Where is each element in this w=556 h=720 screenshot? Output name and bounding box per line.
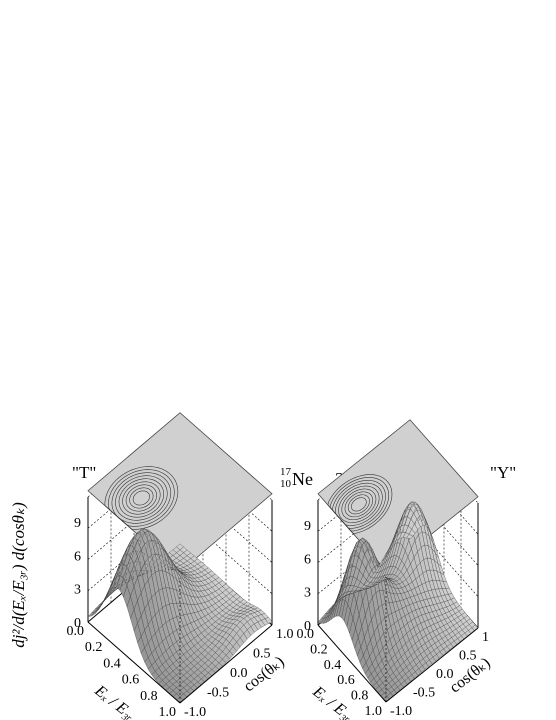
x-axis-label: Eₓ / E₃ᵣ [309, 683, 357, 720]
contour-line [351, 497, 367, 512]
contour-line [335, 482, 383, 526]
contour-line [347, 494, 370, 515]
x-tick-label: 0.2 [310, 642, 328, 657]
box-edge [385, 627, 479, 703]
x-tick-label: 0.8 [140, 689, 158, 704]
z-tick-label: 6 [74, 549, 81, 564]
y-axis-label: dj²/d(Eₓ/E₃ᵣ) d(cosθₖ) [9, 502, 28, 648]
surface-cell [317, 617, 325, 624]
contour-line [115, 475, 168, 521]
x-tick-label: 0.2 [85, 640, 103, 655]
contour-line [104, 466, 179, 530]
contour-line [111, 472, 172, 524]
element-symbol: Ne [292, 469, 313, 489]
contour-line [129, 487, 154, 509]
box-edge [317, 624, 387, 703]
surface [87, 528, 273, 704]
cos-tick-label: -0.5 [207, 686, 229, 701]
cos-tick-label: -1.0 [184, 705, 206, 720]
cos-tick-label: 0.0 [230, 666, 248, 681]
mass-number: 17 [280, 466, 292, 478]
cos-tick-label: 0.5 [253, 647, 271, 662]
z-tick-label: 9 [74, 516, 81, 531]
z-tick-label: 0 [304, 619, 311, 634]
cos-tick-label: -0.5 [413, 686, 435, 701]
surface [317, 501, 479, 703]
x-tick-label: 0.4 [103, 656, 121, 671]
z-tick-label: 3 [74, 583, 81, 598]
contour-line [344, 491, 374, 518]
x-tick-label: 0.0 [297, 627, 315, 642]
surface-cell [87, 611, 96, 617]
z-tick-label: 9 [304, 519, 311, 534]
panel-label: "Y" [490, 463, 516, 482]
contour-line [341, 488, 377, 521]
contour-line [118, 478, 165, 518]
cos-tick-label: 1.0 [276, 627, 294, 642]
x-tick-label: 0.0 [67, 624, 85, 639]
box-edge [179, 624, 273, 704]
contour-line [122, 481, 161, 515]
contour-line [332, 480, 386, 529]
cos-tick-label: 0.0 [436, 667, 454, 682]
x-tick-label: 0.6 [122, 673, 140, 688]
x-tick-label: 1.0 [159, 705, 177, 720]
contour-line [125, 484, 157, 512]
contour-line [132, 490, 150, 506]
x-tick-label: 0.6 [337, 673, 355, 688]
x-tick-label: 0.4 [324, 658, 342, 673]
contour-line [338, 485, 380, 523]
z-tick-label: 0 [74, 616, 81, 631]
cos-tick-label: -1.0 [390, 704, 412, 719]
atomic-number: 10 [280, 478, 292, 490]
contour-line [108, 469, 175, 527]
z-tick-label: 3 [304, 586, 311, 601]
cos-tick-label: 1 [482, 630, 489, 645]
x-tick-label: 1.0 [365, 704, 383, 719]
box-edge [87, 621, 181, 704]
cos-tick-label: 0.5 [459, 649, 477, 664]
z-tick-label: 6 [304, 552, 311, 567]
panel-label: "T" [72, 463, 96, 482]
x-tick-label: 0.8 [351, 689, 369, 704]
